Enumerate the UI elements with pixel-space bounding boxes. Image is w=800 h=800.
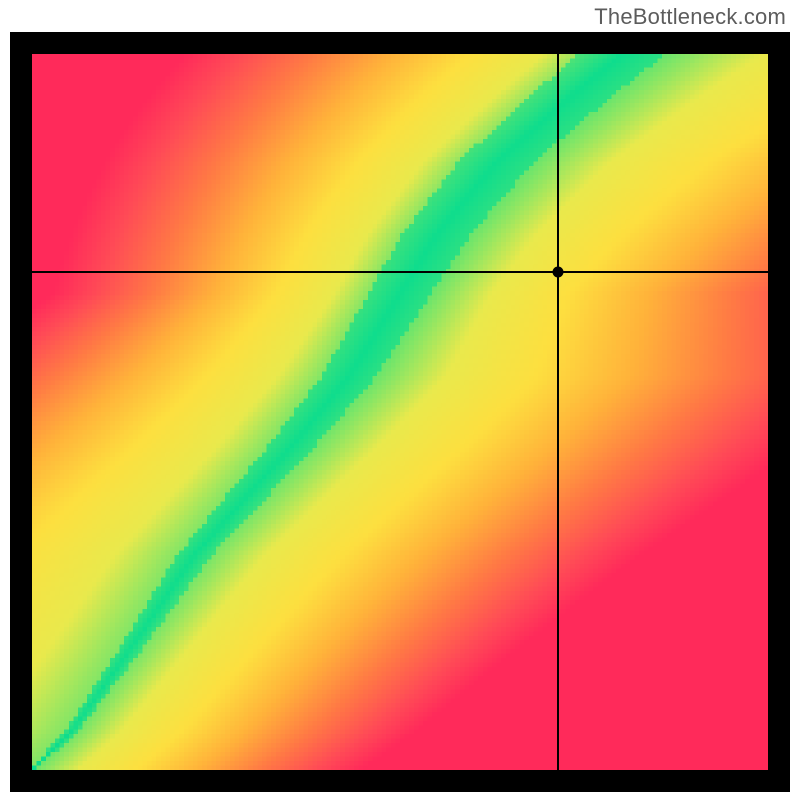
crosshair-horizontal: [32, 271, 768, 273]
plot-border: [10, 32, 790, 792]
crosshair-vertical: [557, 54, 559, 770]
crosshair-marker: [552, 267, 563, 278]
watermark-text: TheBottleneck.com: [594, 4, 786, 30]
heatmap-canvas: [32, 54, 768, 770]
heatmap-plot: [32, 54, 768, 770]
